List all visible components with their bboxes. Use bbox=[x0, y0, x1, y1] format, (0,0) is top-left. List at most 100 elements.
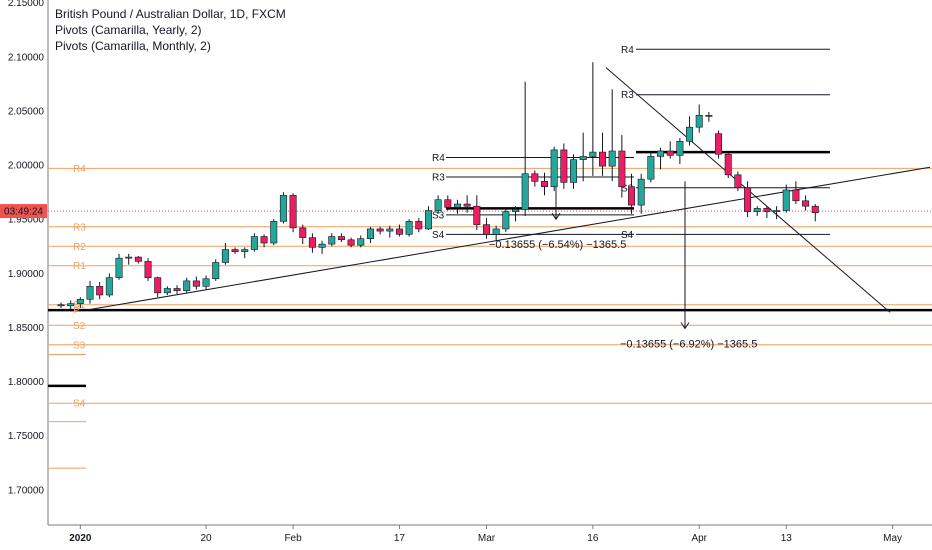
candle-body bbox=[570, 159, 578, 183]
candle-body bbox=[540, 181, 548, 188]
candle-body bbox=[482, 224, 490, 235]
candle-body bbox=[502, 211, 510, 230]
x-tick-label: Feb bbox=[284, 533, 302, 544]
candle-body bbox=[782, 189, 790, 211]
candle-body bbox=[753, 208, 761, 212]
candle-body bbox=[250, 236, 258, 250]
candle-body bbox=[531, 173, 539, 182]
candle-body bbox=[76, 299, 84, 304]
y-tick-label: 1.95000 bbox=[8, 215, 45, 226]
y-tick-label: 2.10000 bbox=[8, 52, 45, 63]
legend-title: British Pound / Australian Dollar, 1D, F… bbox=[55, 7, 286, 21]
candle-body bbox=[67, 303, 75, 307]
candle-body bbox=[415, 221, 423, 230]
y-tick-label: 1.90000 bbox=[8, 269, 45, 280]
x-tick-label: May bbox=[883, 533, 902, 544]
candle-body bbox=[599, 151, 607, 167]
legend-indicator-yearly[interactable]: Pivots (Camarilla, Yearly, 2) bbox=[55, 23, 202, 37]
yearly-pivot-label: S3 bbox=[73, 340, 86, 351]
candle-body bbox=[96, 286, 104, 296]
candle-body bbox=[579, 156, 587, 160]
candle-body bbox=[173, 288, 181, 291]
y-tick-label: 1.75000 bbox=[8, 431, 45, 442]
candle-body bbox=[550, 149, 558, 188]
candle-body bbox=[628, 186, 636, 206]
candle-body bbox=[686, 126, 694, 142]
yearly-pivot-label: R1 bbox=[73, 261, 86, 272]
candle-body bbox=[337, 236, 345, 241]
monthly-pivot-label: R4 bbox=[432, 153, 445, 164]
measure-label-2: −0.13655 (−6.54%) −1365.5 bbox=[489, 239, 626, 251]
y-tick-label: 1.85000 bbox=[8, 323, 45, 334]
measure-arrowhead-2 bbox=[551, 212, 561, 221]
candle-body bbox=[105, 277, 113, 296]
candle-body bbox=[357, 238, 365, 246]
x-tick-label: 20 bbox=[200, 533, 212, 544]
candle-body bbox=[241, 249, 249, 252]
candle-body bbox=[424, 210, 432, 230]
candle-body bbox=[434, 199, 442, 211]
monthly-pivot-label: R3 bbox=[432, 172, 445, 183]
y-tick-label: 1.80000 bbox=[8, 377, 45, 388]
candle-body bbox=[647, 156, 655, 180]
candle-body bbox=[811, 205, 819, 214]
yearly-pivot-label: S1 bbox=[73, 300, 86, 311]
candle-body bbox=[705, 114, 713, 117]
y-tick-label: 1.70000 bbox=[8, 485, 45, 496]
candle-body bbox=[366, 228, 374, 239]
candle-body bbox=[792, 189, 800, 202]
candle-body bbox=[463, 203, 471, 207]
candle-body bbox=[453, 203, 461, 208]
price-tag-bg bbox=[0, 204, 47, 219]
candle-body bbox=[318, 243, 326, 248]
y-tick-label: 2.05000 bbox=[8, 106, 45, 117]
measure-label: −0.13655 (−6.92%) −1365.5 bbox=[620, 339, 757, 351]
measure-arrowhead bbox=[680, 322, 690, 330]
candle-body bbox=[289, 195, 297, 229]
candle-body bbox=[260, 236, 268, 244]
candle-body bbox=[231, 249, 239, 252]
candle-body bbox=[589, 151, 597, 157]
april-pivot-label: R4 bbox=[621, 45, 634, 56]
candle-body bbox=[618, 150, 626, 188]
x-tick-label: 17 bbox=[394, 533, 406, 544]
legend-indicator-monthly[interactable]: Pivots (Camarilla, Monthly, 2) bbox=[55, 39, 211, 53]
candle-body bbox=[347, 239, 355, 246]
yearly-pivot-label: S4 bbox=[73, 399, 86, 410]
candle-body bbox=[154, 277, 162, 294]
candle-body bbox=[192, 280, 200, 287]
x-tick-label: 2020 bbox=[69, 533, 92, 544]
candle-body bbox=[676, 140, 684, 156]
yearly-pivot-label: P bbox=[73, 306, 80, 317]
x-tick-label: Mar bbox=[478, 533, 496, 544]
yearly-pivot-label: S2 bbox=[73, 321, 86, 332]
x-tick-label: Apr bbox=[691, 533, 707, 544]
candle-body bbox=[279, 195, 287, 222]
candle-body bbox=[724, 153, 732, 176]
candle-body bbox=[666, 150, 674, 156]
yearly-pivot-label: R4 bbox=[73, 164, 86, 175]
candle-body bbox=[395, 228, 403, 235]
april-pivot-label: S3 bbox=[621, 183, 634, 194]
candle-body bbox=[386, 228, 394, 232]
candle-body bbox=[86, 286, 94, 300]
candle-body bbox=[608, 150, 616, 167]
candle-body bbox=[444, 199, 452, 208]
x-tick-label: 13 bbox=[781, 533, 793, 544]
candle-body bbox=[657, 150, 665, 157]
y-tick-label: 2.15000 bbox=[8, 0, 45, 9]
candle-body bbox=[802, 200, 810, 207]
x-tick-label: 16 bbox=[587, 533, 599, 544]
candle-body bbox=[521, 173, 529, 210]
candle-body bbox=[57, 304, 65, 307]
candle-body bbox=[511, 209, 519, 212]
candle-body bbox=[115, 257, 123, 278]
candle-body bbox=[144, 261, 152, 278]
april-pivot-label: S4 bbox=[621, 230, 634, 241]
candle-body bbox=[328, 236, 336, 245]
candle-body bbox=[715, 133, 723, 155]
candle-body bbox=[492, 228, 500, 235]
candle-body bbox=[695, 114, 703, 128]
